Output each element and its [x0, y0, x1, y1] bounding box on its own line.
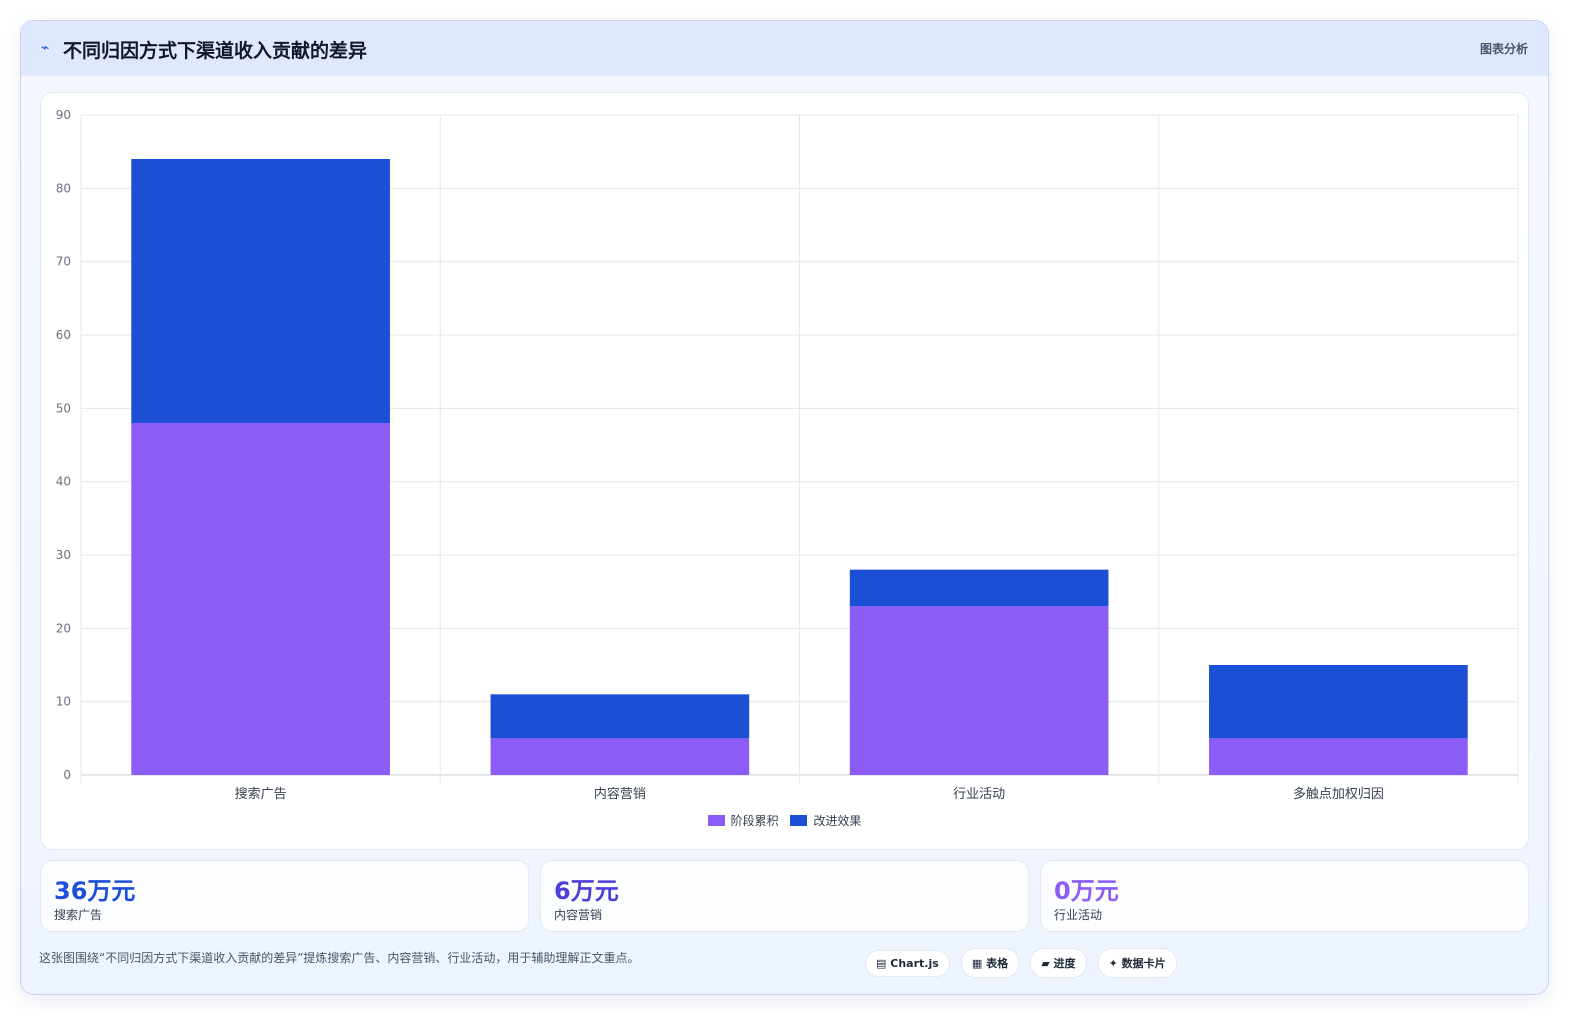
chart-line-icon: ⌁	[41, 40, 50, 56]
panel-tag: 图表分析	[1479, 42, 1528, 56]
bar-improvement-2	[849, 569, 1109, 607]
kpi-card-industry-events: 0万元 行业活动	[1040, 860, 1529, 932]
y-tick-label: 60	[56, 328, 71, 342]
y-tick-label: 70	[56, 255, 71, 269]
kpi-value: 6万元	[554, 877, 619, 905]
legend-swatch	[707, 815, 725, 826]
x-tick-label: 行业活动	[953, 787, 1005, 802]
panel-title: 不同归因方式下渠道收入贡献的差异	[63, 40, 368, 62]
x-tick-label: 内容营销	[594, 786, 646, 802]
legend-item-improvement[interactable]: 改进效果	[790, 812, 861, 829]
legend-label: 阶段累积	[730, 814, 779, 828]
y-tick-label: 30	[56, 548, 71, 562]
kpi-card-content-marketing: 6万元 内容营销	[540, 860, 1029, 932]
chip-chartjs[interactable]: ▤ Chart.js	[865, 950, 950, 977]
y-tick-label: 20	[56, 621, 71, 635]
chip-table[interactable]: ▦ 表格	[960, 948, 1020, 978]
feature-chips: ▤ Chart.js ▦ 表格 ▰ 进度 ✦ 数据卡片	[865, 948, 1183, 978]
legend-item-stage-cumulative[interactable]: 阶段累积	[707, 812, 779, 829]
y-tick-label: 40	[56, 475, 71, 489]
kpi-card-search-ads: 36万元 搜索广告	[40, 860, 529, 932]
bar-improvement-3	[1209, 665, 1468, 739]
y-tick-label: 90	[56, 108, 71, 122]
kpi-label: 搜索广告	[54, 908, 103, 922]
kpi-label: 内容营销	[554, 908, 603, 922]
kpi-value: 0万元	[1054, 877, 1119, 905]
bar-improvement-1	[490, 694, 750, 739]
chart-legend: 阶段累积 改进效果	[41, 812, 1528, 829]
y-tick-label: 10	[56, 695, 71, 709]
y-tick-label: 0	[63, 768, 71, 782]
bar-improvement-0	[131, 159, 390, 423]
stacked-bar-chart: 0 10 20 30 40 50 60 70 80 90 搜索广告 内容营销 行业活动 多触点加权归因	[56, 108, 1519, 802]
kpi-value: 36万元	[54, 877, 136, 905]
progress-icon: ▰	[1041, 957, 1050, 970]
table-icon: ▦	[971, 957, 983, 970]
chip-progress[interactable]: ▰ 进度	[1030, 948, 1087, 978]
bar-stage-cumulative-2	[849, 606, 1109, 775]
legend-label: 改进效果	[813, 814, 862, 828]
chip-data-cards[interactable]: ✦ 数据卡片	[1097, 948, 1177, 978]
x-tick-label: 多触点加权归因	[1293, 786, 1384, 802]
kpi-label: 行业活动	[1054, 908, 1103, 922]
legend-swatch	[790, 815, 808, 826]
bar-stage-cumulative-1	[490, 738, 750, 775]
chart-card: 0 10 20 30 40 50 60 70 80 90 搜索广告 内容营销 行业活动 多触点加权归因 阶…	[40, 92, 1529, 850]
bar-stage-cumulative-0	[131, 423, 390, 775]
chart-icon: ▤	[876, 957, 887, 970]
y-tick-label: 80	[56, 181, 71, 195]
bar-stage-cumulative-3	[1209, 738, 1468, 775]
chart-footnote: 这张图围绕“不同归因方式下渠道收入贡献的差异”提炼搜索广告、内容营销、行业活动，…	[39, 951, 640, 965]
panel-header: ⌁ 不同归因方式下渠道收入贡献的差异 图表分析	[21, 21, 1548, 76]
sparkle-icon: ✦	[1108, 957, 1118, 970]
x-tick-label: 搜索广告	[235, 787, 287, 802]
chart-panel: ⌁ 不同归因方式下渠道收入贡献的差异 图表分析 0 10 20 30 40 50 60 70 8…	[20, 20, 1549, 995]
y-tick-label: 50	[56, 401, 71, 415]
